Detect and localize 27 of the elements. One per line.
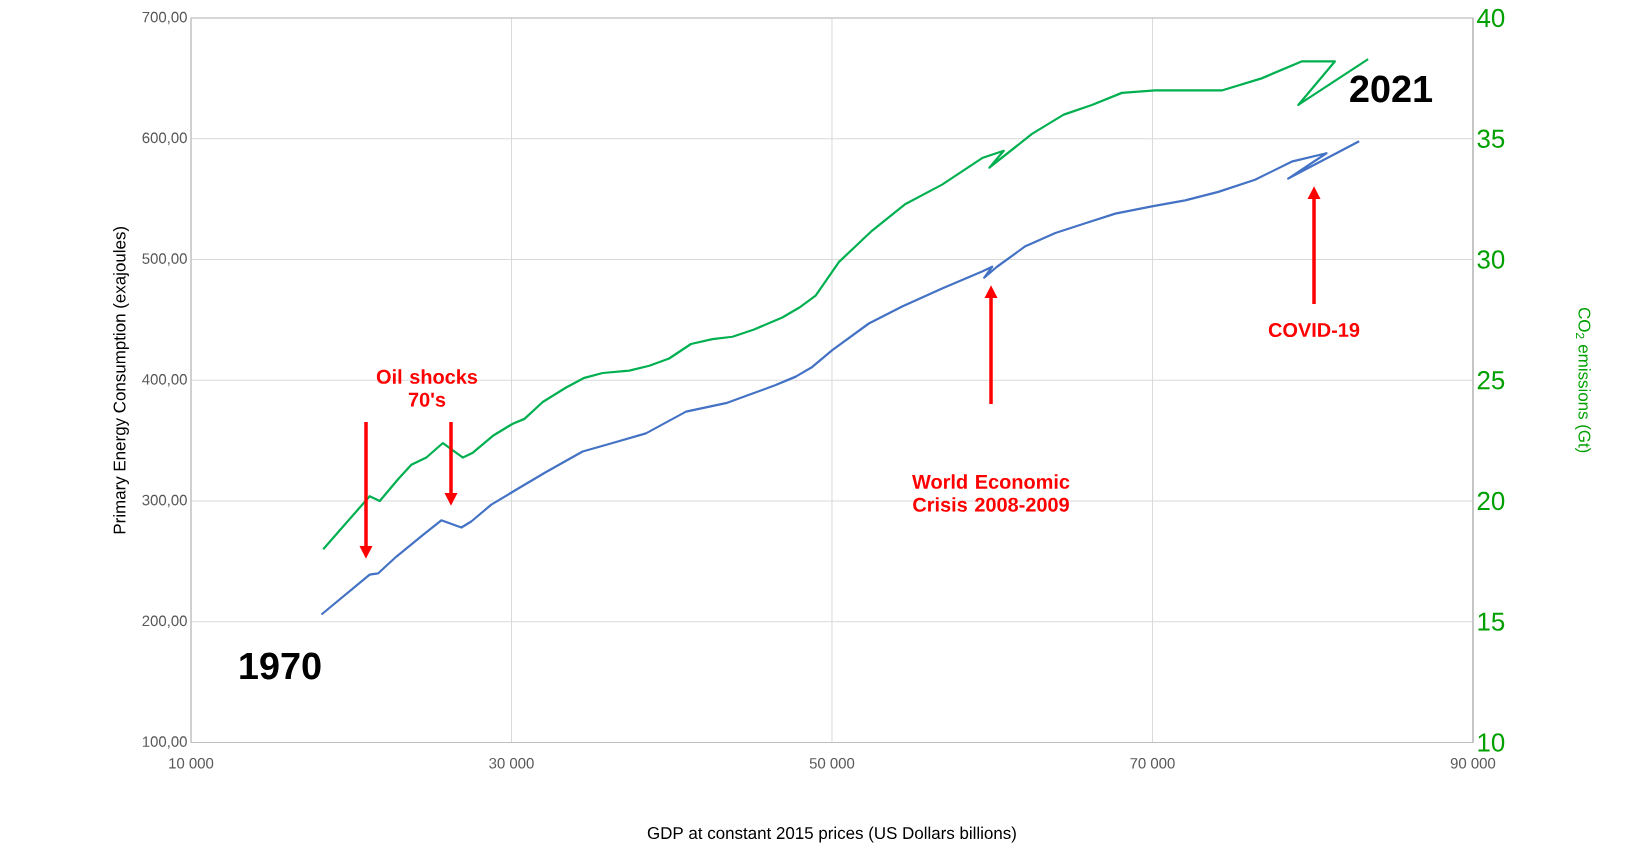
y-tick-label: 100,00 xyxy=(142,736,187,749)
y-tick-label: 600,00 xyxy=(142,132,187,145)
y2-tick-label: 25 xyxy=(1477,371,1505,390)
annotation: Oil shocks 70's xyxy=(376,369,478,407)
y2-tick-label: 20 xyxy=(1477,491,1505,511)
y-tick-label: 500,00 xyxy=(142,253,187,266)
annotation: 2021 xyxy=(1350,75,1433,103)
x-tick-label: 90 000 xyxy=(1450,758,1496,769)
y-axis-title: Primary Energy Consumption (exajoules) xyxy=(113,226,129,534)
y2-tick-label: 35 xyxy=(1477,129,1505,148)
annotation: World Economic Crisis 2008-2009 xyxy=(912,474,1070,512)
y-tick-label: 200,00 xyxy=(142,615,187,628)
x-tick-label: 50 000 xyxy=(809,758,855,769)
y2-tick-label: 10 xyxy=(1478,733,1505,752)
y-tick-label: 400,00 xyxy=(142,374,187,387)
annotation: 1970 xyxy=(240,652,321,680)
y2-axis-title: CO$_{2}$ emissions (Gt) xyxy=(1575,307,1591,453)
y-tick-label: 700,00 xyxy=(142,11,187,25)
annotation: COVID-19 xyxy=(1268,322,1360,338)
y2-tick-label: 15 xyxy=(1478,612,1505,631)
y2-tick-label: 40 xyxy=(1477,8,1505,28)
x-axis-title: GDP at constant 2015 prices (US Dollars billions) xyxy=(647,826,1016,843)
x-tick-label: 70 000 xyxy=(1130,758,1175,769)
x-tick-label: 30 000 xyxy=(489,758,534,769)
x-tick-label: 10 000 xyxy=(169,758,214,769)
y-tick-label: 300,00 xyxy=(142,494,187,508)
y2-tick-label: 30 xyxy=(1477,250,1505,269)
